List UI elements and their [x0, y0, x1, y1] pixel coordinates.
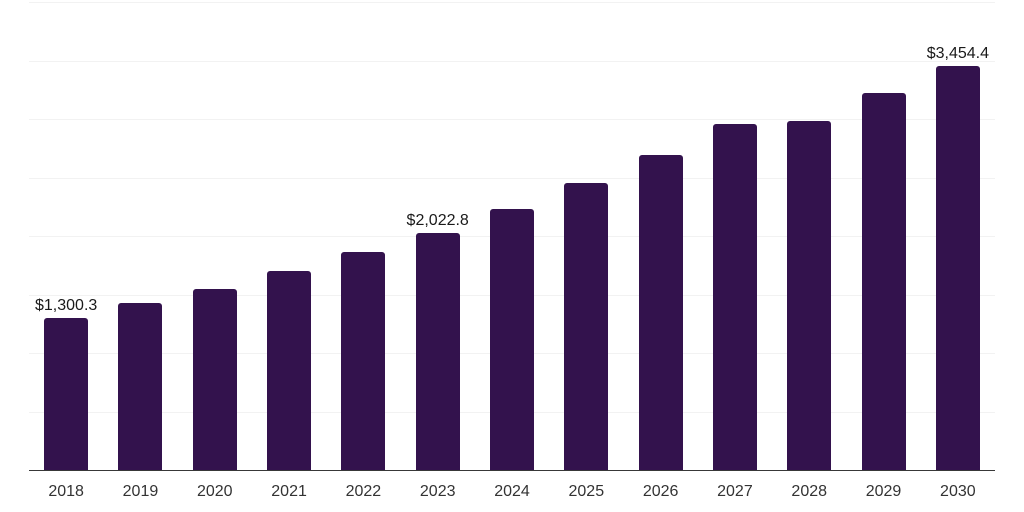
bar-2023 — [415, 233, 460, 470]
x-axis-line — [29, 469, 995, 471]
bar-2018 — [44, 317, 89, 470]
bar-value-label-2030: $3,454.4 — [926, 44, 989, 62]
x-tick-label-2027: 2027 — [717, 483, 753, 500]
bar-2019 — [118, 303, 163, 470]
bar-2022 — [341, 252, 386, 470]
x-tick-label-2021: 2021 — [271, 483, 307, 500]
gridline-2500 — [29, 177, 995, 179]
bar-2026 — [638, 154, 683, 470]
x-tick-label-2023: 2023 — [419, 483, 456, 500]
x-tick-label-2026: 2026 — [642, 483, 679, 500]
bar-2028 — [787, 120, 832, 470]
bar-2020 — [192, 288, 237, 470]
bar-2029 — [861, 93, 906, 470]
plot-area: $1,300.3 $2,022.8 $3,454.4 — [29, 2, 995, 471]
bar-value-label-2023: $2,022.8 — [406, 212, 469, 230]
gridline-4000 — [29, 2, 995, 3]
gridline-3500 — [29, 60, 995, 62]
bar-2027 — [712, 124, 757, 470]
x-tick-label-2019: 2019 — [122, 483, 159, 500]
x-tick-label-2029: 2029 — [865, 483, 902, 500]
x-tick-label-2030: 2030 — [940, 483, 976, 500]
x-tick-label-2028: 2028 — [791, 483, 828, 500]
bar-2025 — [564, 183, 609, 470]
bar-2024 — [490, 209, 534, 470]
bar-value-label-2018: $1,300.3 — [35, 296, 98, 314]
x-tick-label-2024: 2024 — [494, 483, 530, 500]
gridline-3000 — [29, 119, 995, 120]
bar-2021 — [267, 271, 312, 470]
x-tick-label-2025: 2025 — [568, 483, 605, 500]
x-tick-label-2018: 2018 — [48, 483, 84, 500]
bar-2030 — [935, 65, 980, 470]
x-axis-tick-labels: 2018 2019 2020 2021 2022 2023 2024 2025 2026 2027… — [29, 482, 995, 504]
x-tick-label-2020: 2020 — [196, 483, 233, 500]
x-tick-label-2022: 2022 — [345, 483, 382, 500]
